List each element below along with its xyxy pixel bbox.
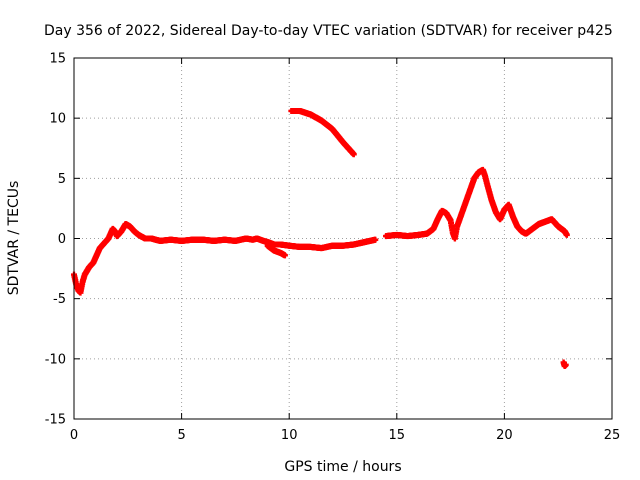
y-axis-label: SDTVAR / TECUs xyxy=(6,181,22,296)
data-point xyxy=(281,252,288,259)
x-tick-label: 15 xyxy=(389,428,406,443)
x-tick-label: 10 xyxy=(281,428,298,443)
y-tick-label: -15 xyxy=(45,413,66,428)
x-tick-label: 20 xyxy=(496,428,513,443)
y-tick-label: 15 xyxy=(49,52,66,67)
x-tick-label: 25 xyxy=(604,428,621,443)
data-point xyxy=(562,361,569,368)
data-point xyxy=(372,236,379,243)
axis-ticks: 0 5 10 15 20 25 15 10 5 0 -5 -10 -15 xyxy=(45,52,621,444)
grid-lines xyxy=(74,58,612,419)
y-tick-label: -5 xyxy=(53,292,66,307)
data-point xyxy=(350,151,357,158)
data-point xyxy=(563,231,570,238)
data-series xyxy=(71,107,570,370)
y-tick-label: 5 xyxy=(58,172,66,187)
y-tick-label: -10 xyxy=(45,352,66,367)
y-tick-label: 10 xyxy=(49,112,66,127)
x-axis-label: GPS time / hours xyxy=(284,459,401,475)
x-tick-label: 0 xyxy=(70,428,78,443)
chart-title: Day 356 of 2022, Sidereal Day-to-day VTE… xyxy=(44,23,613,39)
y-tick-label: 0 xyxy=(58,232,66,247)
x-tick-label: 5 xyxy=(177,428,185,443)
